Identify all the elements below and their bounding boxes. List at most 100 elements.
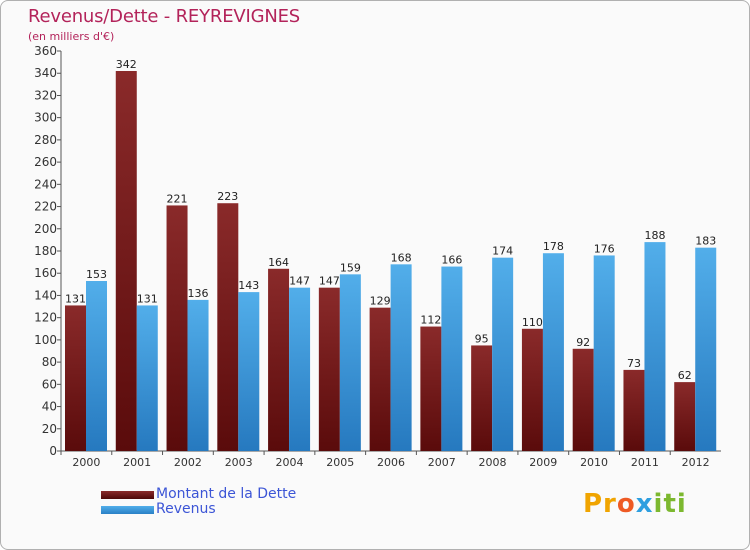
data-label: 129 — [370, 295, 391, 308]
y-tick-label: 160 — [34, 266, 57, 280]
legend-swatch-dette — [101, 490, 154, 499]
bar-dette — [420, 326, 442, 451]
x-tick-label: 2012 — [682, 456, 710, 469]
bar-revenus — [542, 253, 564, 451]
logo-part: x — [635, 489, 654, 519]
bar-dette — [521, 328, 543, 451]
x-tick-label: 2009 — [529, 456, 557, 469]
data-label: 147 — [319, 275, 340, 288]
bar-revenus — [441, 266, 463, 451]
data-label: 92 — [576, 336, 590, 349]
y-tick-label: 340 — [34, 66, 57, 80]
x-tick-label: 2010 — [580, 456, 608, 469]
y-tick-label: 0 — [49, 444, 57, 458]
y-tick-label: 120 — [34, 311, 57, 325]
bar-revenus — [593, 255, 615, 451]
data-label: 188 — [644, 229, 665, 242]
y-tick-label: 20 — [42, 422, 57, 436]
data-label: 153 — [86, 268, 107, 281]
y-tick-label: 100 — [34, 333, 57, 347]
data-label: 73 — [627, 357, 641, 370]
proxiti-logo: Proxiti — [583, 489, 687, 519]
data-label: 342 — [116, 58, 137, 71]
x-tick-label: 2003 — [225, 456, 253, 469]
y-tick-label: 280 — [34, 133, 57, 147]
bar-revenus — [492, 257, 514, 451]
bar-revenus — [695, 247, 717, 451]
bar-dette — [674, 382, 696, 451]
data-label: 112 — [420, 314, 441, 327]
x-tick-label: 2000 — [72, 456, 100, 469]
x-tick-label: 2006 — [377, 456, 405, 469]
bars — [65, 71, 717, 451]
bar-revenus — [136, 305, 158, 451]
y-tick-label: 200 — [34, 222, 57, 236]
x-tick-label: 2007 — [428, 456, 456, 469]
legend: Montant de la Dette Revenus — [101, 487, 296, 517]
bar-dette — [318, 287, 340, 451]
bar-dette — [115, 71, 137, 451]
bar-revenus — [187, 299, 209, 451]
logo-part: Pr — [583, 489, 617, 519]
data-label: 147 — [289, 275, 310, 288]
x-tick-label: 2005 — [326, 456, 354, 469]
data-label: 223 — [217, 190, 238, 203]
y-tick-label: 140 — [34, 288, 57, 302]
y-tick-label: 240 — [34, 177, 57, 191]
y-tick-label: 300 — [34, 111, 57, 125]
x-tick-label: 2004 — [275, 456, 303, 469]
bar-dette — [369, 307, 391, 451]
bar-revenus — [238, 292, 260, 451]
data-label: 176 — [594, 242, 615, 255]
legend-item-revenus: Revenus — [101, 502, 296, 517]
data-label: 131 — [65, 292, 86, 305]
chart-title: Revenus/Dette - REYREVIGNES — [28, 6, 301, 27]
bar-dette — [217, 203, 239, 451]
logo-part: o — [616, 489, 636, 519]
data-label: 174 — [492, 245, 513, 258]
y-tick-label: 360 — [34, 44, 57, 58]
data-label: 168 — [391, 251, 412, 264]
legend-label-revenus: Revenus — [156, 501, 216, 517]
x-tick-label: 2001 — [123, 456, 151, 469]
data-label: 159 — [340, 261, 361, 274]
y-tick-label: 320 — [34, 88, 57, 102]
bar-revenus — [390, 264, 412, 451]
data-label: 131 — [137, 292, 158, 305]
data-label: 136 — [188, 287, 209, 300]
x-tick-label: 2011 — [631, 456, 659, 469]
data-label: 164 — [268, 256, 289, 269]
data-label: 110 — [522, 316, 543, 329]
x-tick-label: 2002 — [174, 456, 202, 469]
legend-label-dette: Montant de la Dette — [156, 486, 297, 502]
y-tick-label: 260 — [34, 155, 57, 169]
y-tick-label: 180 — [34, 244, 57, 258]
bar-dette — [65, 305, 86, 451]
bar-dette — [572, 348, 594, 451]
data-label: 62 — [678, 369, 692, 382]
bar-dette — [471, 345, 493, 451]
logo-part: iti — [653, 489, 687, 519]
bar-dette — [268, 268, 290, 451]
legend-item-dette: Montant de la Dette — [101, 487, 296, 502]
x-tick-label: 2008 — [479, 456, 507, 469]
data-label: 178 — [543, 240, 564, 253]
y-tick-label: 80 — [42, 355, 57, 369]
bar-revenus — [289, 287, 311, 451]
legend-swatch-revenus — [101, 505, 154, 514]
bar-dette — [623, 369, 645, 451]
chart-subtitle: (en milliers d'€) — [28, 30, 115, 43]
bar-revenus — [644, 242, 666, 451]
data-label: 221 — [167, 192, 188, 205]
bar-dette — [166, 205, 188, 451]
data-label: 183 — [695, 235, 716, 248]
data-label: 166 — [441, 254, 462, 267]
data-label: 95 — [475, 332, 489, 345]
y-tick-label: 220 — [34, 200, 57, 214]
data-label: 143 — [238, 279, 259, 292]
y-tick-label: 60 — [42, 377, 57, 391]
y-tick-label: 40 — [42, 400, 57, 414]
